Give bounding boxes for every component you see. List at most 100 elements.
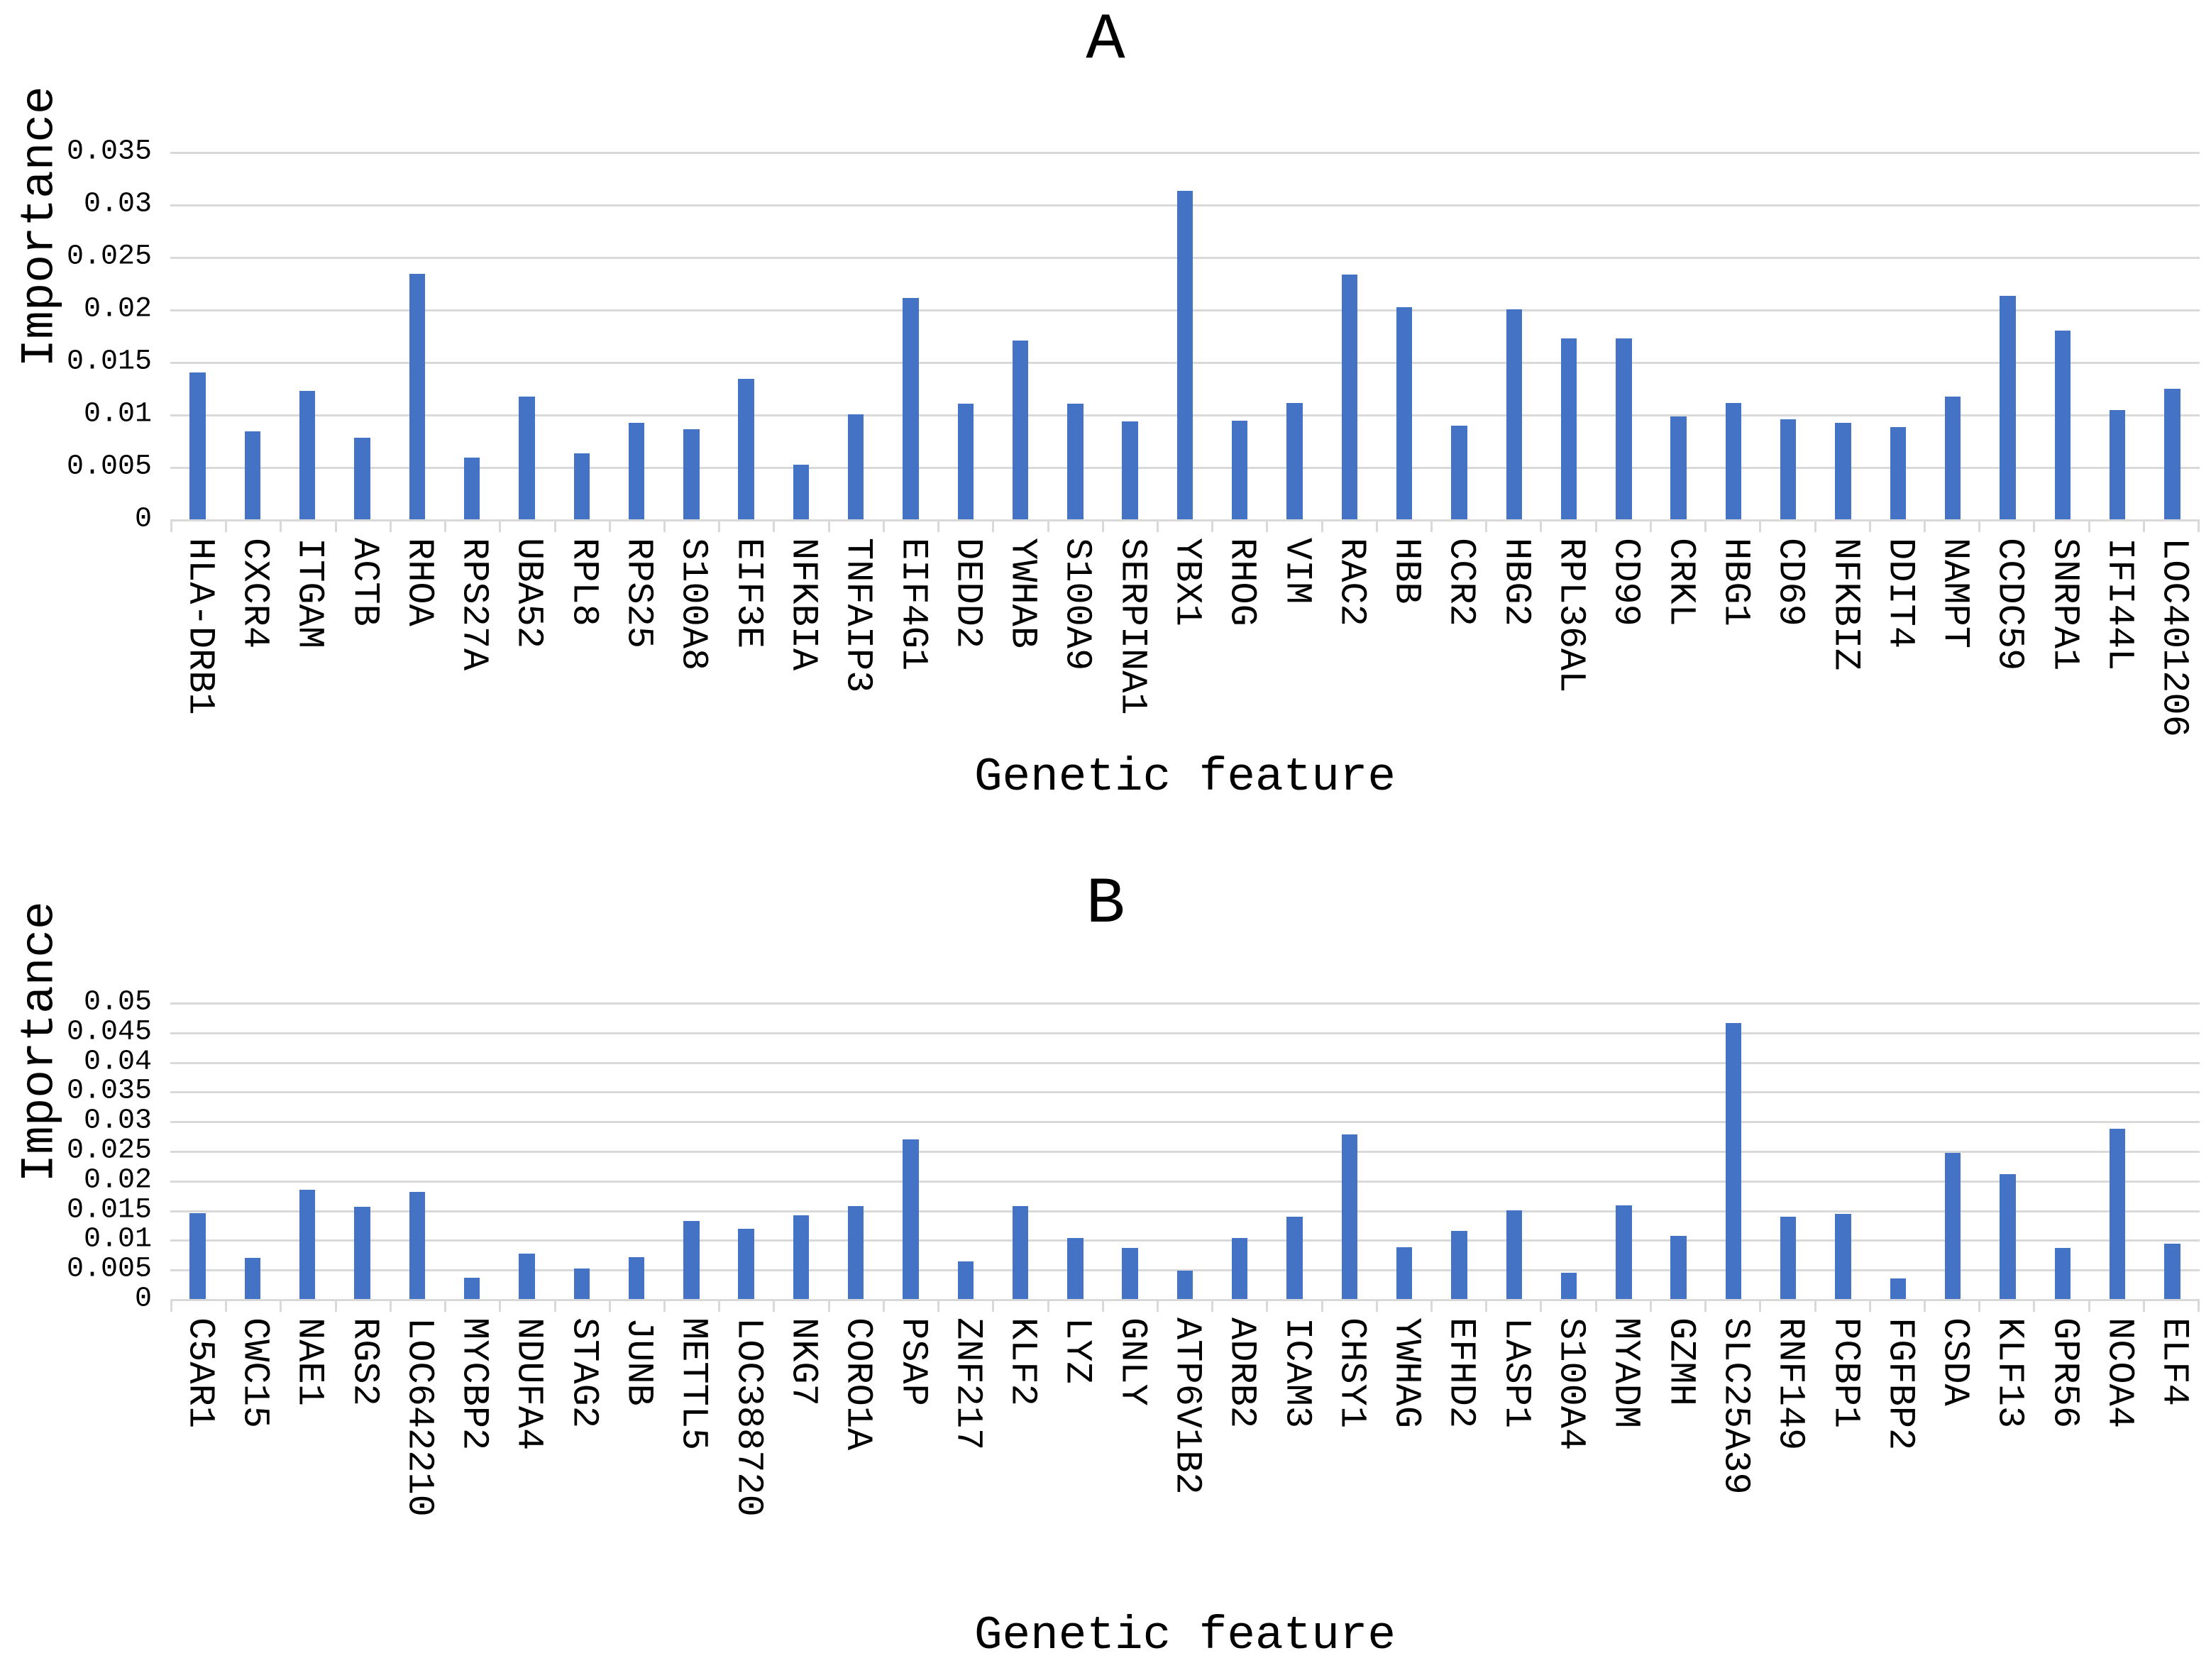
bar-slot xyxy=(829,152,883,519)
bar-slot xyxy=(1487,152,1541,519)
x-label-text: ADRB2 xyxy=(1220,1317,1263,1429)
bar-S100A9 xyxy=(1067,404,1084,519)
x-tick xyxy=(227,1299,282,1312)
x-label-ADRB2: ADRB2 xyxy=(1213,1317,1267,1537)
bar-EIF3E xyxy=(738,378,754,519)
bar-NKG7 xyxy=(793,1215,810,1299)
bar-slot xyxy=(1651,1002,1706,1299)
bar-slot xyxy=(2145,1002,2200,1299)
bar-CCDC59 xyxy=(2000,295,2016,519)
y-tick-label: 0.035 xyxy=(66,1075,152,1107)
x-tick xyxy=(2145,519,2200,532)
bar-RHOG xyxy=(1232,420,1248,519)
x-label-text: HBG1 xyxy=(1714,538,1757,626)
x-label-CCR2: CCR2 xyxy=(1432,538,1487,758)
x-label-text: LOC388720 xyxy=(727,1317,770,1517)
panel-A: A Importance 0.035 0.03 0.025 0.02 0.015 0.01… xyxy=(13,4,2200,804)
x-tick xyxy=(1323,519,1378,532)
bar-HBG2 xyxy=(1506,309,1522,519)
x-label-text: GPR56 xyxy=(2044,1317,2086,1429)
y-tick-label: 0.02 xyxy=(83,293,152,326)
x-tick xyxy=(1268,1299,1323,1312)
x-tick xyxy=(501,519,556,532)
x-tick xyxy=(392,1299,447,1312)
x-axis-ticks-B xyxy=(170,1299,2200,1312)
bar-slot xyxy=(1103,152,1157,519)
x-label-text: HBB xyxy=(1385,538,1428,604)
bar-slot xyxy=(773,1002,828,1299)
x-label-text: STAG2 xyxy=(563,1317,605,1429)
bar-slot xyxy=(2035,152,2090,519)
x-label-text: CD69 xyxy=(1769,538,1812,626)
bar-slot xyxy=(664,152,719,519)
x-tick xyxy=(1213,1299,1269,1312)
x-label-text: ZNF217 xyxy=(947,1317,989,1451)
x-tick xyxy=(282,1299,337,1312)
x-tick xyxy=(446,1299,502,1312)
x-label-GPR56: GPR56 xyxy=(2035,1317,2090,1537)
x-label-text: CHSY1 xyxy=(1330,1317,1373,1429)
x-label-RPL36AL: RPL36AL xyxy=(1541,538,1596,758)
bar-S100A8 xyxy=(683,429,700,519)
x-label-CHSY1: CHSY1 xyxy=(1322,1317,1377,1537)
x-tick xyxy=(1816,519,1871,532)
y-tick-label: 0.01 xyxy=(83,398,152,431)
x-label-text: ATP6V1B2 xyxy=(1166,1317,1208,1495)
bar-LASP1 xyxy=(1506,1210,1522,1299)
bar-RPL36AL xyxy=(1560,338,1577,519)
x-label-GNLY: GNLY xyxy=(1103,1317,1157,1537)
y-tick-label: 0.025 xyxy=(66,241,152,273)
x-tick xyxy=(1378,519,1433,532)
bar-slot xyxy=(554,1002,609,1299)
x-label-text: JUNB xyxy=(617,1317,660,1406)
bar-GNLY xyxy=(1122,1248,1138,1299)
y-tick-label: 0.04 xyxy=(83,1046,152,1078)
bar-HBG1 xyxy=(1725,402,1742,519)
x-label-HBG1: HBG1 xyxy=(1706,538,1760,758)
x-tick xyxy=(556,1299,611,1312)
x-tick xyxy=(830,519,885,532)
x-tick xyxy=(2145,1299,2200,1312)
bar-slot xyxy=(1651,152,1706,519)
x-tick xyxy=(282,519,337,532)
x-label-text: HBG2 xyxy=(1495,538,1538,626)
x-label-text: NFKBIA xyxy=(782,538,825,671)
x-label-METTL5: METTL5 xyxy=(664,1317,719,1537)
x-tick xyxy=(666,1299,721,1312)
bar-slot xyxy=(938,152,993,519)
x-label-LOC401206: LOC401206 xyxy=(2145,538,2200,758)
x-tick xyxy=(556,519,611,532)
bar-UBA52 xyxy=(519,396,535,519)
bar-slot xyxy=(1213,152,1267,519)
x-label-YWHAG: YWHAG xyxy=(1377,1317,1432,1537)
x-label-text: RPL8 xyxy=(563,538,605,626)
bar-slot xyxy=(829,1002,883,1299)
bar-NFKBIA xyxy=(793,465,810,519)
bar-slot xyxy=(1322,1002,1377,1299)
y-tick-label: 0.02 xyxy=(83,1164,152,1197)
bar-slot xyxy=(1926,152,1980,519)
x-tick xyxy=(666,519,721,532)
x-label-RHOG: RHOG xyxy=(1213,538,1267,758)
bar-RHOA xyxy=(409,273,426,519)
bar-ADRB2 xyxy=(1232,1237,1248,1299)
x-label-text: YWHAB xyxy=(1001,538,1044,649)
bar-slot xyxy=(609,152,663,519)
x-tick xyxy=(1542,1299,1597,1312)
x-tick xyxy=(1433,519,1488,532)
bar-slot xyxy=(719,152,773,519)
bar-YBX1 xyxy=(1176,190,1193,519)
x-label-text: SLC25A39 xyxy=(1714,1317,1757,1495)
bar-slot xyxy=(1267,152,1322,519)
bar-C5AR1 xyxy=(189,1212,206,1299)
x-tick xyxy=(1707,1299,1762,1312)
x-tick xyxy=(337,1299,392,1312)
x-label-NAMPT: NAMPT xyxy=(1926,538,1980,758)
x-label-NFKBIZ: NFKBIZ xyxy=(1816,538,1870,758)
bar-JUNB xyxy=(628,1256,645,1299)
x-label-RGS2: RGS2 xyxy=(335,1317,390,1537)
x-tick xyxy=(2035,519,2090,532)
x-label-KLF13: KLF13 xyxy=(1980,1317,2035,1537)
bar-YWHAB xyxy=(1012,341,1029,519)
x-label-NDUFA4: NDUFA4 xyxy=(500,1317,554,1537)
